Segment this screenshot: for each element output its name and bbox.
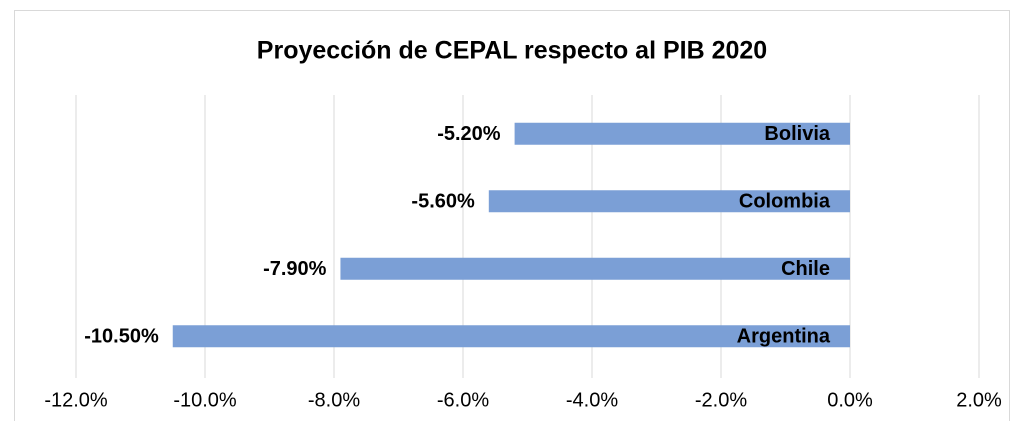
bar xyxy=(172,325,850,348)
x-tick-label: -4.0% xyxy=(566,389,618,411)
category-label: Chile xyxy=(781,258,830,280)
x-tick-label: -2.0% xyxy=(695,389,747,411)
x-tick-label: 0.0% xyxy=(827,389,873,411)
category-label: Colombia xyxy=(739,191,831,213)
data-label: -7.90% xyxy=(263,258,327,280)
data-label: -5.20% xyxy=(437,123,501,145)
bar xyxy=(488,190,850,213)
x-tick-label: 2.0% xyxy=(956,389,1002,411)
category-label: Bolivia xyxy=(764,123,830,145)
x-tick-label: -12.0% xyxy=(44,389,108,411)
bar xyxy=(514,122,850,145)
bar xyxy=(340,257,850,280)
data-label: -10.50% xyxy=(84,326,159,348)
chart-border xyxy=(14,10,1010,421)
x-tick-label: -6.0% xyxy=(437,389,489,411)
x-tick-label: -10.0% xyxy=(173,389,237,411)
data-label: -5.60% xyxy=(411,191,475,213)
x-tick-label: -8.0% xyxy=(308,389,360,411)
chart-title: Proyección de CEPAL respecto al PIB 2020 xyxy=(257,37,767,65)
category-label: Argentina xyxy=(737,326,831,348)
